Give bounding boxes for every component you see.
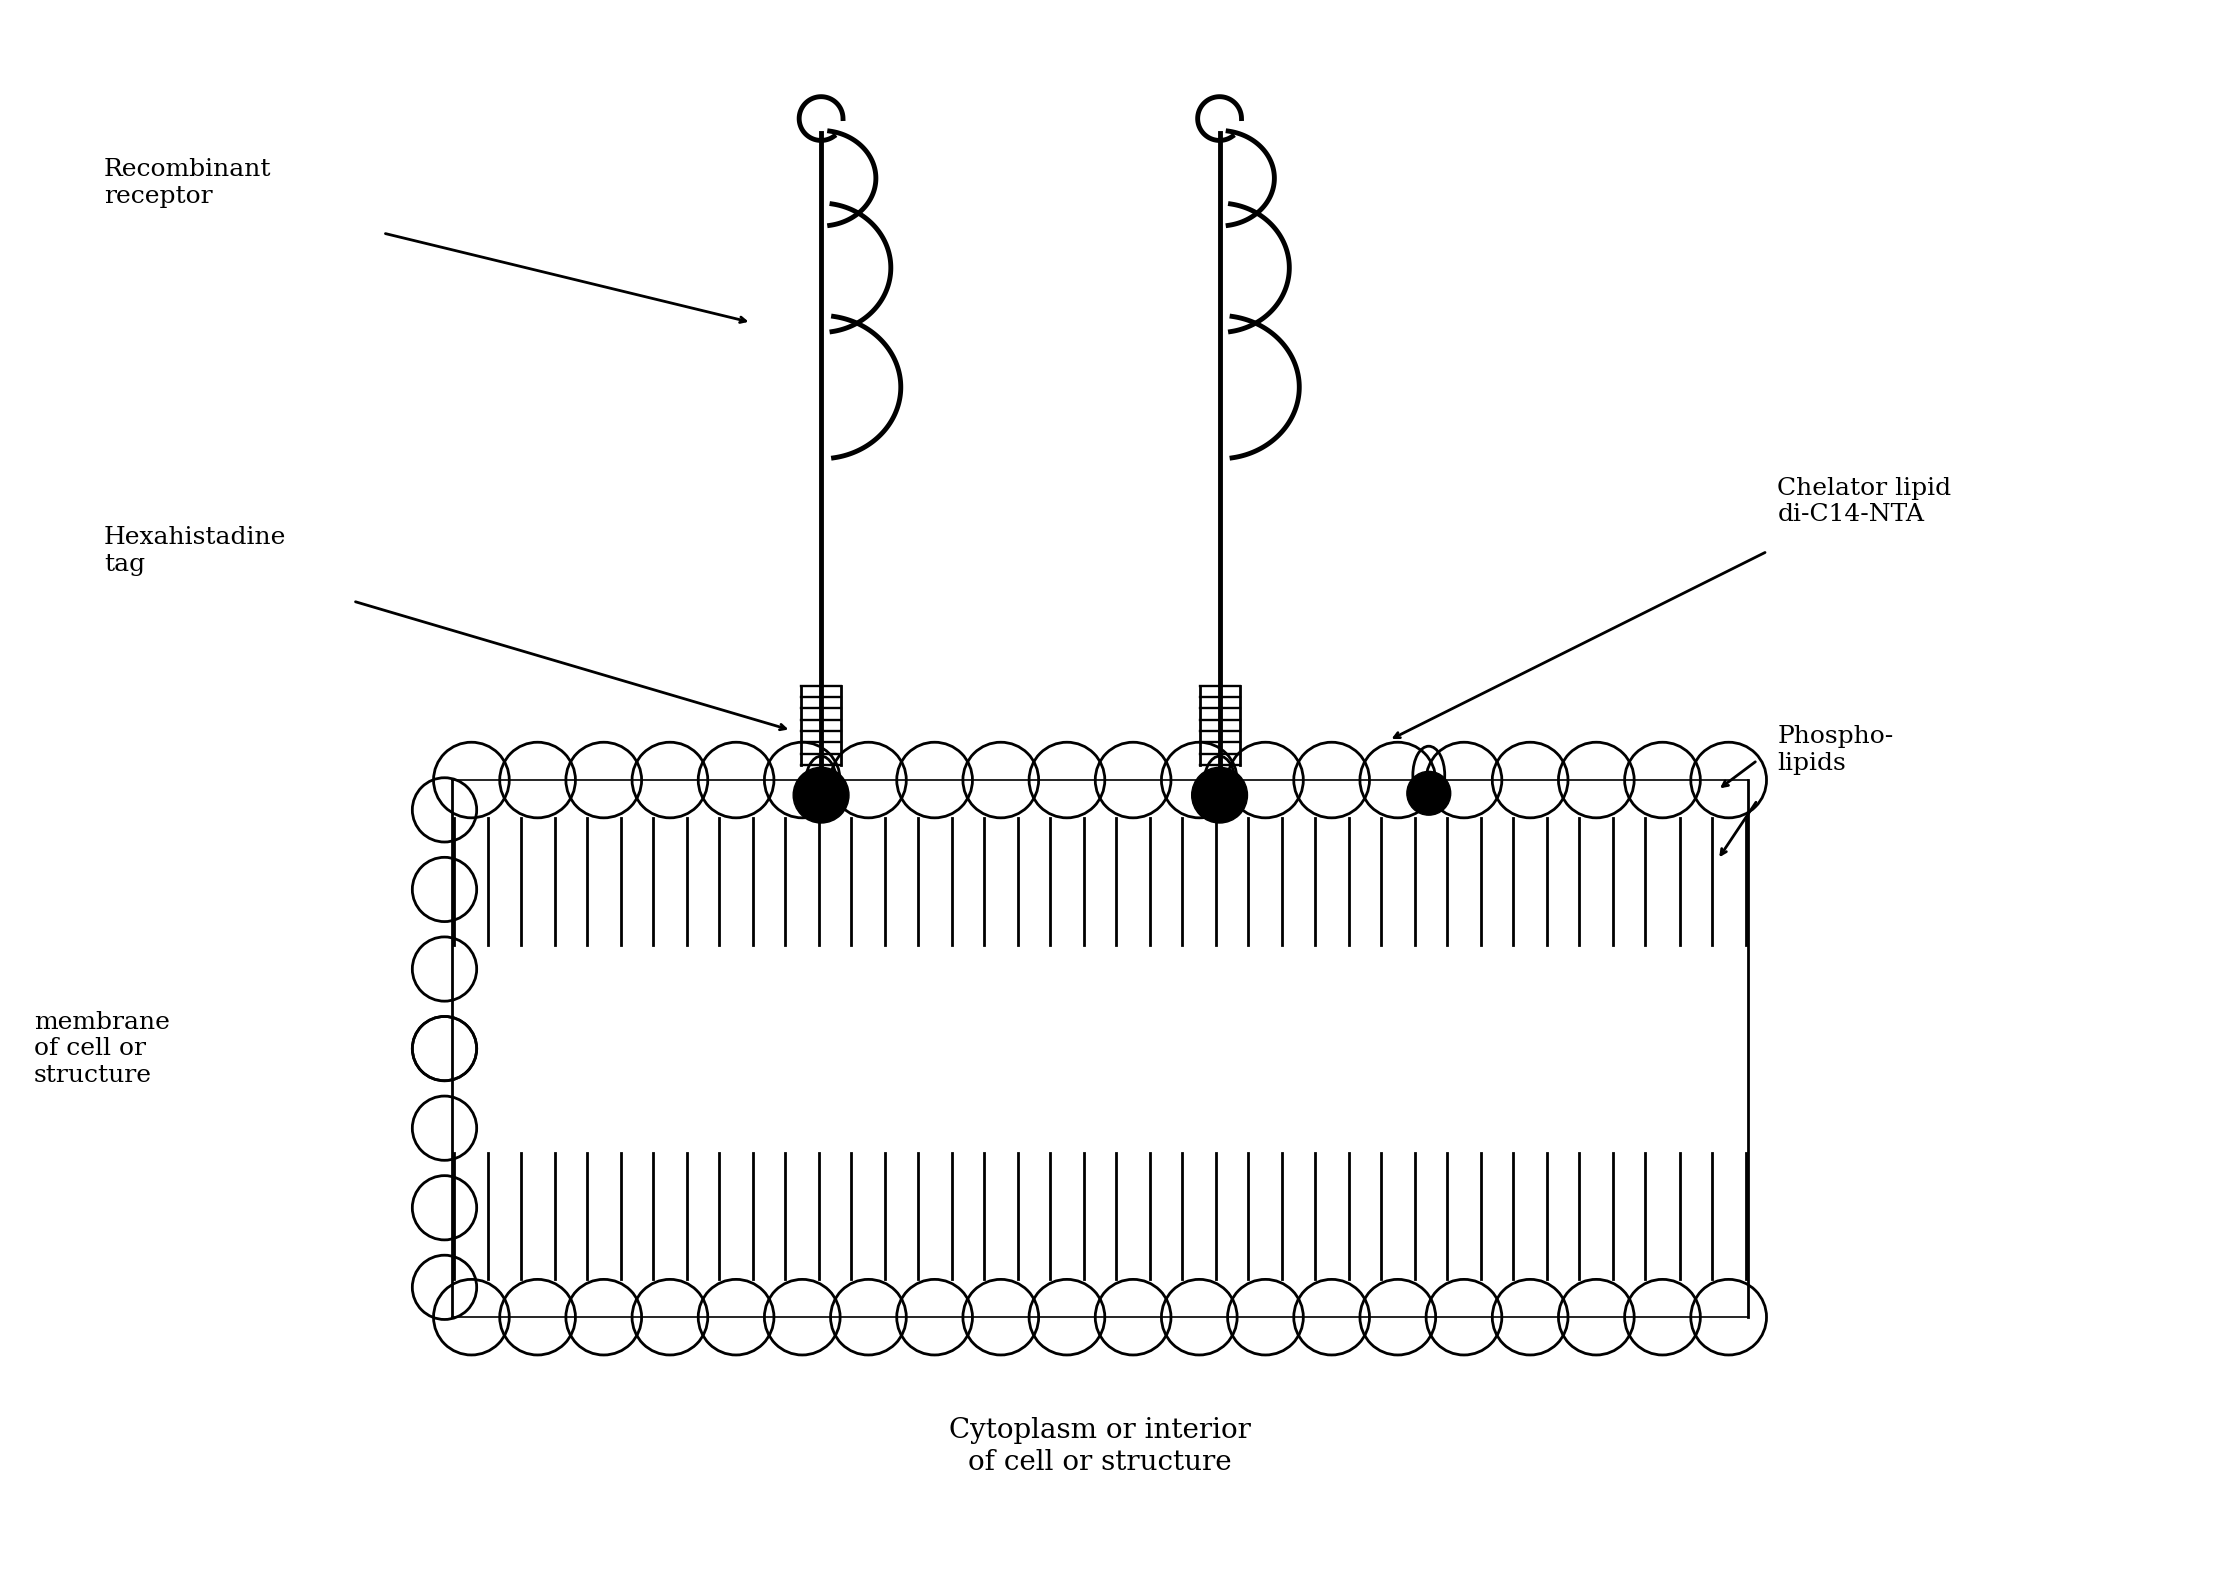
Circle shape [1407,771,1451,815]
Text: Hexahistadine
tag: Hexahistadine tag [104,526,286,576]
Text: membrane
of cell or
structure: membrane of cell or structure [33,1011,171,1086]
Text: Recombinant
receptor: Recombinant receptor [104,159,270,208]
Text: Chelator lipid
di-C14-NTA: Chelator lipid di-C14-NTA [1776,477,1951,526]
Circle shape [1192,767,1247,823]
Circle shape [793,767,848,823]
Text: Cytoplasm or interior
of cell or structure: Cytoplasm or interior of cell or structu… [948,1418,1251,1475]
Text: Phospho-
lipids: Phospho- lipids [1776,726,1894,774]
